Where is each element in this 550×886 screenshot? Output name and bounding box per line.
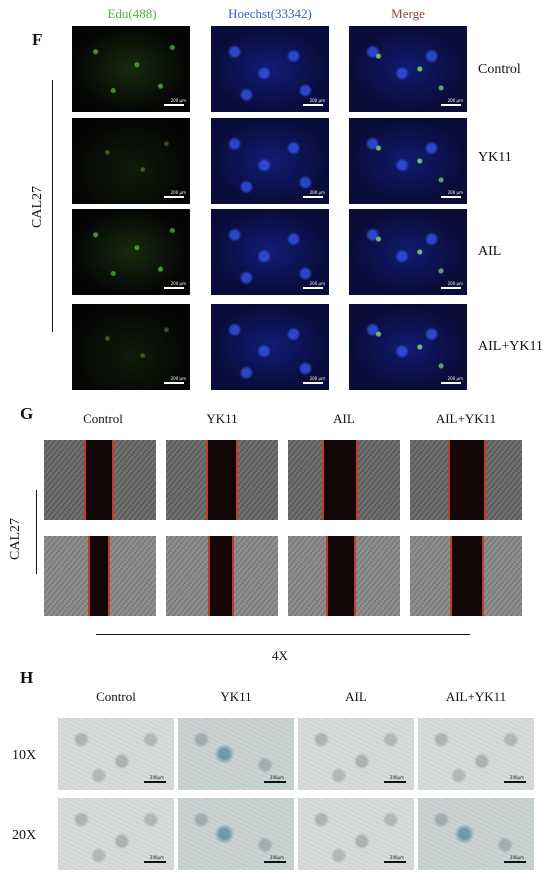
merge-image-control: 200 µm — [349, 26, 467, 112]
edu-image-control: 200 µm — [72, 26, 190, 112]
merge-image-yk11: 200 µm — [349, 118, 467, 204]
wound-image-ail-yk11-0h — [410, 440, 522, 520]
stain-image-yk11-20x: 200µm — [178, 798, 294, 870]
magnification-label-g: 4X — [272, 648, 288, 663]
hoechst-image-ail-yk11: 200 µm — [211, 304, 329, 390]
stain-image-ail-yk11-20x: 200µm — [418, 798, 534, 870]
panel-letter-g: G — [20, 404, 34, 423]
channel-header-edu: Edu(488) — [107, 6, 157, 21]
hoechst-image-yk11: 200 µm — [211, 118, 329, 204]
wound-image-ail-24h — [288, 536, 400, 616]
col-header-yk11-h: YK11 — [220, 689, 252, 704]
edu-image-yk11: 200 µm — [72, 118, 190, 204]
col-header-control-h: Control — [96, 689, 136, 704]
wound-image-ail-0h — [288, 440, 400, 520]
panel-letter-f: F — [32, 30, 43, 49]
stain-image-control-20x: 200µm — [58, 798, 174, 870]
wound-image-yk11-24h — [166, 536, 278, 616]
merge-image-ail-yk11: 200 µm — [349, 304, 467, 390]
wound-image-control-24h — [44, 536, 156, 616]
col-header-ail-g: AIL — [333, 411, 355, 426]
wound-image-yk11-0h — [166, 440, 278, 520]
col-header-ail-yk11-g: AIL+YK11 — [435, 411, 497, 426]
stain-image-yk11-10x: 200µm — [178, 718, 294, 790]
wound-image-ail-yk11-24h — [410, 536, 522, 616]
col-header-ail-yk11-h: AIL+YK11 — [445, 689, 507, 704]
panel-letter-h: H — [20, 668, 34, 687]
row-label-ail-yk11-f: AIL+YK11 — [478, 339, 543, 354]
col-header-control-g: Control — [83, 411, 123, 426]
wound-image-control-0h — [44, 440, 156, 520]
channel-header-hoechst: Hoechst(33342) — [228, 6, 312, 21]
cal27-bracket-g — [36, 490, 37, 574]
stain-image-control-10x: 200µm — [58, 718, 174, 790]
stain-image-ail-yk11-10x: 200µm — [418, 718, 534, 790]
hoechst-image-control: 200 µm — [211, 26, 329, 112]
hoechst-image-ail: 200 µm — [211, 209, 329, 295]
magnification-line-g — [96, 634, 470, 635]
row-label-ail-f: AIL — [478, 244, 502, 259]
channel-header-merge: Merge — [391, 6, 425, 21]
cal27-bracket-f — [52, 80, 53, 332]
row-label-20x: 20X — [12, 828, 37, 843]
cell-line-label-f: CAL27 — [30, 186, 45, 228]
col-header-ail-h: AIL — [345, 689, 367, 704]
stain-image-ail-10x: 200µm — [298, 718, 414, 790]
row-label-10x: 10X — [12, 748, 37, 763]
row-label-yk11-f: YK11 — [478, 150, 512, 165]
merge-image-ail: 200 µm — [349, 209, 467, 295]
stain-image-ail-20x: 200µm — [298, 798, 414, 870]
col-header-yk11-g: YK11 — [206, 411, 238, 426]
row-label-control-f: Control — [478, 62, 521, 77]
edu-image-ail: 200 µm — [72, 209, 190, 295]
edu-image-ail-yk11: 200 µm — [72, 304, 190, 390]
cell-line-label-g: CAL27 — [8, 518, 23, 560]
